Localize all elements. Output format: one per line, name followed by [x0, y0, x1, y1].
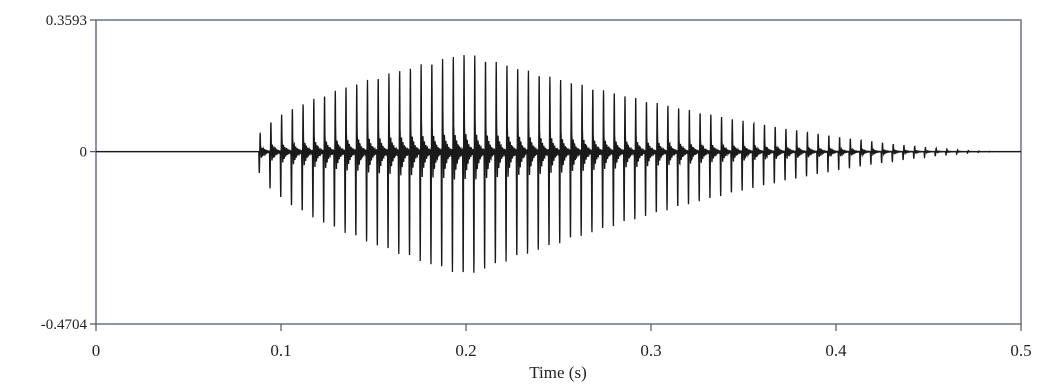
y-tick-label: -0.4704 — [41, 317, 88, 333]
waveform-line — [96, 55, 1021, 273]
y-axis: 0.3593 0 -0.4704 — [41, 13, 96, 333]
x-axis: 0 0.1 0.2 0.3 0.4 0.5 — [92, 324, 1032, 360]
x-tick-label: 0.5 — [1010, 341, 1031, 360]
plot-frame — [95, 19, 1022, 325]
x-axis-label: Time (s) — [529, 363, 586, 382]
y-tick-label: 0 — [80, 145, 88, 161]
y-tick-label: 0.3593 — [46, 13, 87, 29]
x-tick-label: 0.4 — [825, 341, 847, 360]
x-tick-label: 0.1 — [270, 341, 291, 360]
x-tick-label: 0.3 — [640, 341, 661, 360]
waveform-series — [96, 55, 1021, 273]
x-tick-label: 0 — [92, 341, 101, 360]
x-tick-label: 0.2 — [455, 341, 476, 360]
